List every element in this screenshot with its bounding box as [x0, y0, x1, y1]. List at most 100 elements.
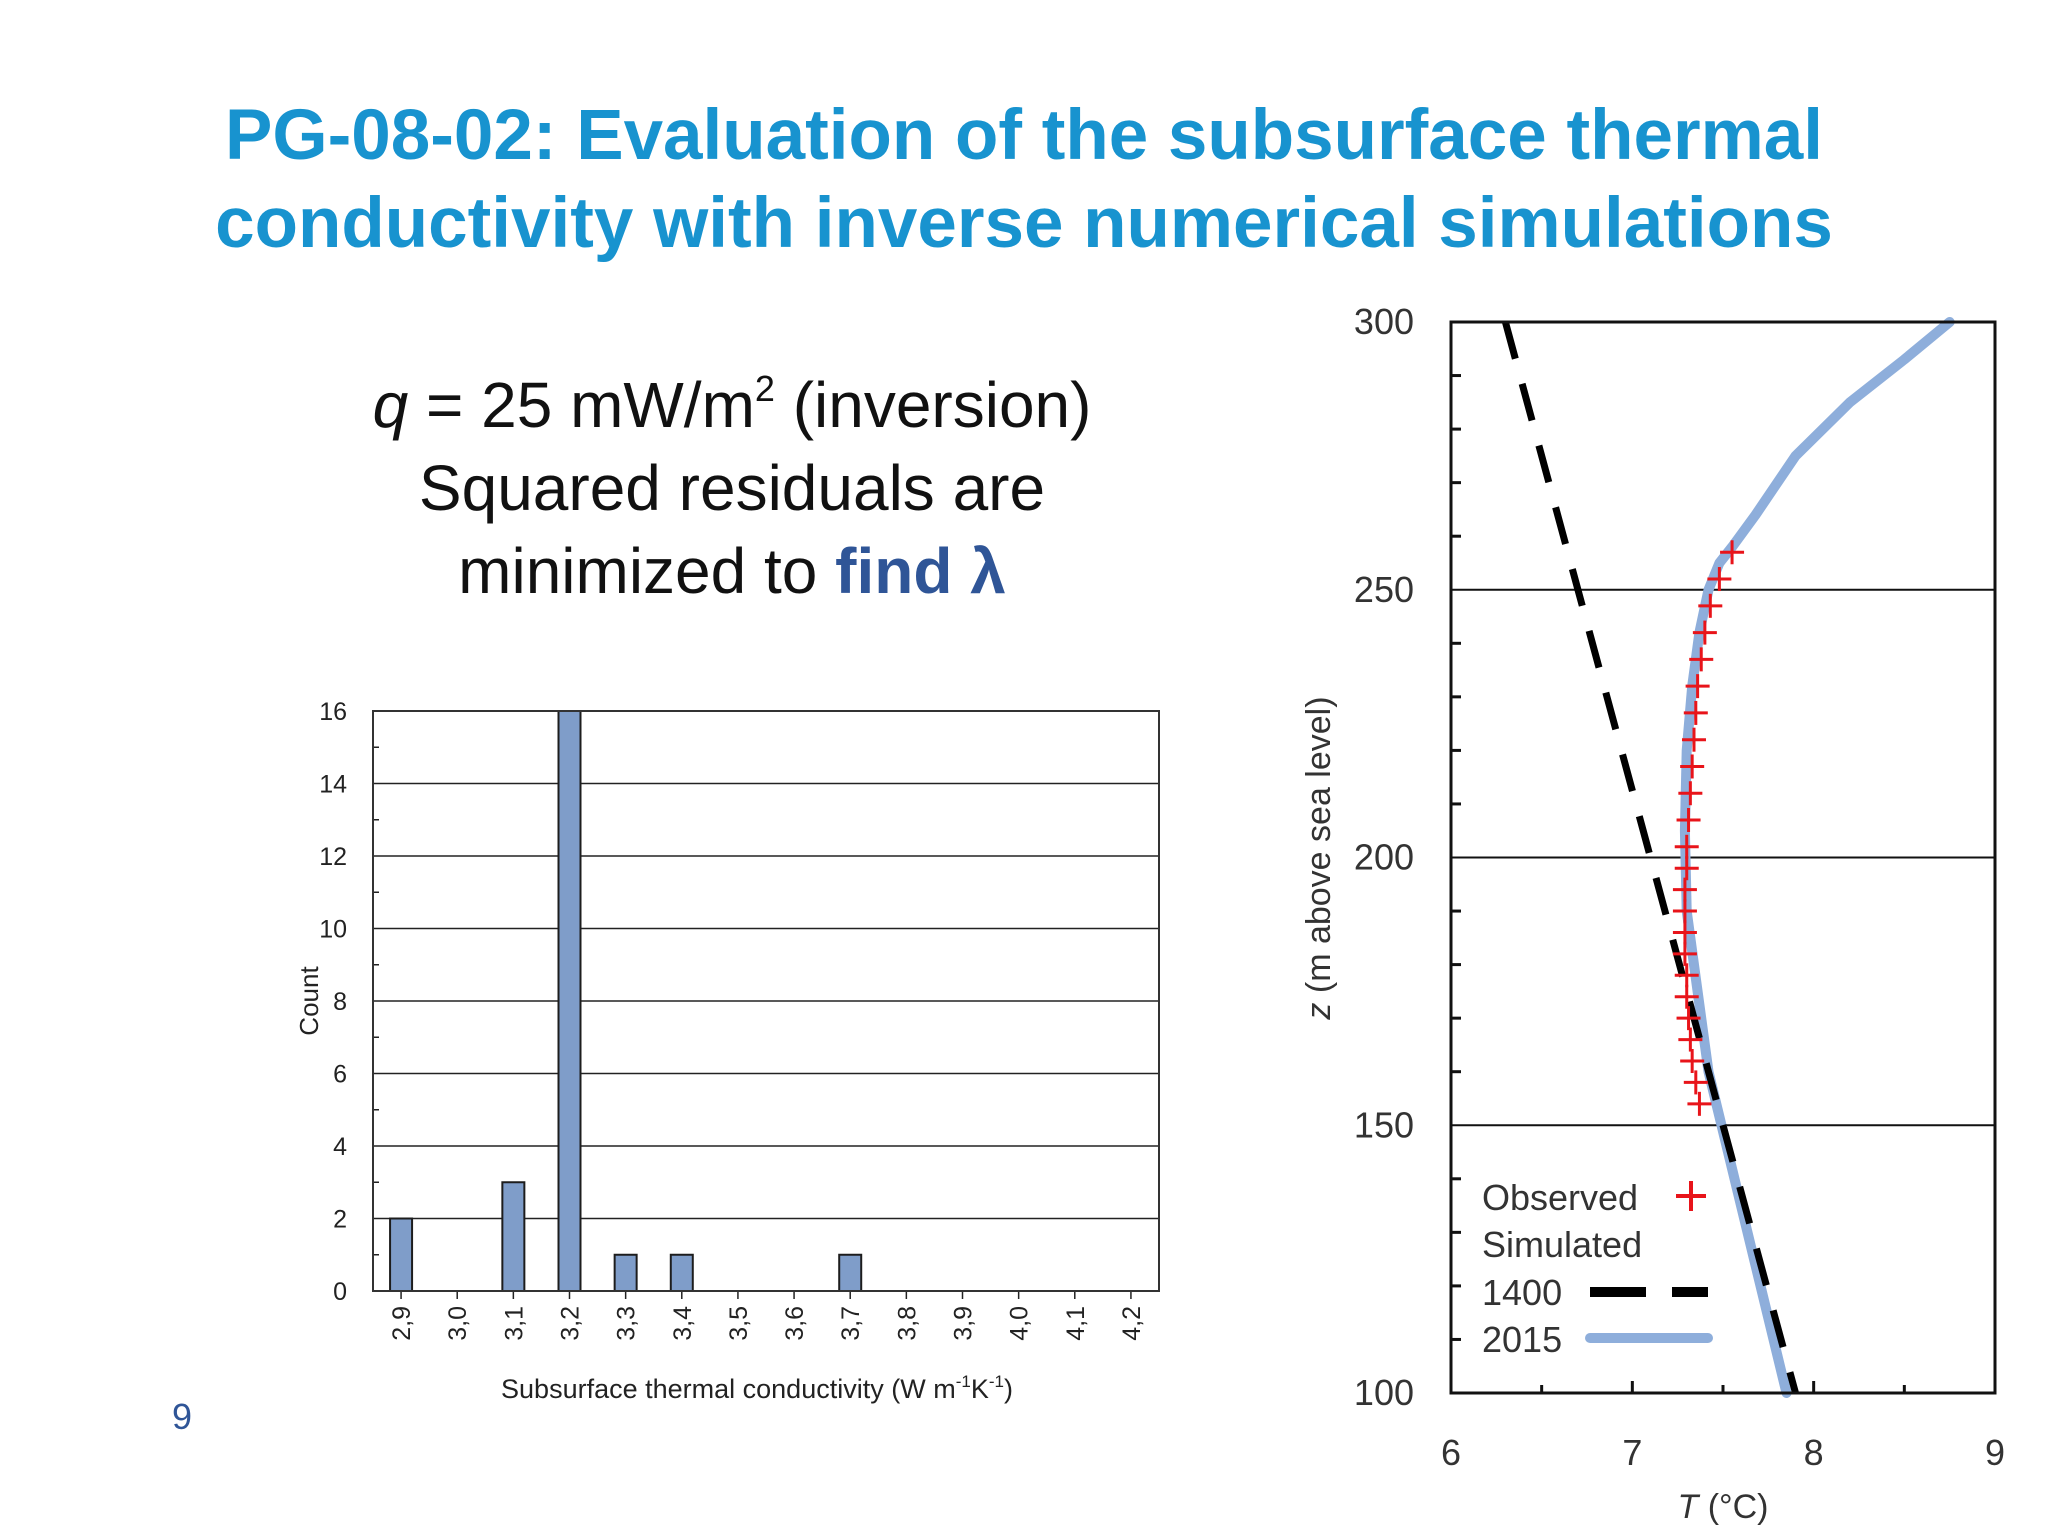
histogram-x-tick-label: 3,7: [837, 1306, 865, 1341]
profile-series: [1502, 317, 1955, 1398]
subtitle-line-2: Squared residuals are: [418, 452, 1046, 524]
observed-point: [1672, 877, 1697, 902]
histogram-x-tick-label: 3,0: [444, 1306, 472, 1341]
histogram-x-tick-label: 4,1: [1062, 1306, 1090, 1341]
slide-title-line-2: conductivity with inverse numerical simu…: [215, 184, 1833, 263]
histogram-x-axis-label-exp1: -1: [956, 1372, 971, 1391]
histogram-x-tick-label: 3,3: [613, 1306, 641, 1341]
heat-flux-symbol: q: [372, 369, 409, 441]
histogram-y-tick-label: 2: [333, 1206, 347, 1234]
histogram-x-tick-label: 3,4: [669, 1306, 697, 1341]
observed-point: [1683, 1070, 1708, 1095]
observed-point: [1674, 856, 1699, 881]
heat-flux-note: (inversion): [774, 369, 1092, 441]
legend-simulated-label: Simulated: [1482, 1224, 1642, 1265]
profile-plot-frame: [1449, 320, 1997, 1395]
histogram-x-tick-label: 4,0: [1006, 1306, 1034, 1341]
subtitle-line-3: minimized to find λ: [232, 530, 1232, 613]
observed-point: [1672, 899, 1697, 924]
subtitle-line-3-text: minimized to: [458, 535, 836, 607]
observed-point: [1676, 1006, 1701, 1031]
histogram-y-tick-label: 0: [333, 1278, 347, 1306]
profile-y-axis-var: z: [1300, 1003, 1338, 1021]
histogram-x-tick-label: 3,9: [950, 1306, 978, 1341]
histogram-y-tick-labels: 0 2 4 6 8 10 12 14 16: [319, 698, 347, 1306]
observed-point: [1674, 963, 1699, 988]
histogram-y-tick-label: 8: [333, 988, 347, 1016]
histogram-y-tick-label: 6: [333, 1061, 347, 1089]
observed-point: [1678, 781, 1703, 806]
observed-point: [1698, 593, 1723, 618]
profile-x-tick-label: 6: [1441, 1432, 1461, 1473]
profile-y-tick-label: 100: [1354, 1372, 1414, 1413]
legend-2015-label: 2015: [1482, 1319, 1562, 1360]
subtitle-line-1: q = 25 mW/m2 (inversion): [232, 364, 1232, 447]
observed-point: [1680, 754, 1705, 779]
profile-legend: Observed Simulated 1400 2015: [1482, 1177, 1713, 1360]
profile-y-tick-labels: 100 150 200 250 300: [1354, 301, 1414, 1413]
heat-flux-exponent: 2: [754, 368, 775, 409]
observed-point: [1674, 984, 1699, 1009]
observed-point: [1672, 920, 1697, 945]
histogram-y-tick-label: 16: [319, 698, 347, 726]
profile-y-tick-label: 300: [1354, 301, 1414, 342]
observed-point: [1707, 567, 1732, 592]
observed-point: [1685, 674, 1710, 699]
profile-x-axis-label: T (°C): [1677, 1488, 1768, 1526]
histogram-plot-frame: [372, 710, 1160, 1292]
histogram-gridlines: [373, 746, 1159, 1299]
series-1400-line: [1502, 321, 1799, 1394]
profile-x-axis-var: T: [1677, 1488, 1700, 1526]
profile-x-tick-label: 8: [1804, 1432, 1824, 1473]
slide-title-line-1: PG-08-02: Evaluation of the subsurface t…: [225, 96, 1823, 175]
profile-x-tick-labels: 6 7 8 9: [1441, 1432, 2005, 1473]
profile-y-axis-unit: (m above sea level): [1300, 696, 1338, 1002]
slide-title: PG-08-02: Evaluation of the subsurface t…: [0, 92, 2048, 268]
histogram-x-tick-label: 3,1: [500, 1306, 528, 1341]
histogram-y-axis-label: Count: [294, 966, 324, 1036]
observed-point: [1692, 620, 1717, 645]
profile-x-tick-label: 9: [1985, 1432, 2005, 1473]
legend-observed-label: Observed: [1482, 1177, 1638, 1218]
histogram-x-tick-label: 4,2: [1118, 1306, 1146, 1341]
histogram-y-tick-label: 14: [319, 771, 347, 799]
histogram-x-tick-labels: 2,9 3,0 3,1 3,2 3,3 3,4 3,5 3,6 3,7 3,8 3,9 4,0 4,1 4…: [388, 1306, 1146, 1341]
histogram-y-tick-label: 10: [319, 916, 347, 944]
histogram-x-axis-label-unit: K: [971, 1374, 989, 1404]
histogram-x-tick-label: 3,6: [781, 1306, 809, 1341]
observed-point: [1683, 700, 1708, 725]
histogram-x-axis-label: Subsurface thermal conductivity (W m-1K-…: [501, 1372, 1013, 1404]
histogram-x-axis-label-close: ): [1004, 1374, 1013, 1404]
observed-point: [1678, 1027, 1703, 1052]
profile-x-tick-label: 7: [1622, 1432, 1642, 1473]
histogram-x-axis-label-exp2: -1: [989, 1372, 1004, 1391]
observed-point: [1687, 1091, 1712, 1116]
subtitle-block: q = 25 mW/m2 (inversion) Squared residua…: [232, 364, 1232, 613]
legend-observed-marker: [1676, 1181, 1706, 1211]
histogram-x-axis-label-text: Subsurface thermal conductivity (W m: [501, 1374, 956, 1404]
observed-point: [1672, 941, 1697, 966]
histogram-x-tick-label: 3,5: [725, 1306, 753, 1341]
observed-point: [1676, 808, 1701, 833]
histogram-x-tick-label: 2,9: [388, 1306, 416, 1341]
histogram-x-tick-label: 3,2: [557, 1306, 585, 1341]
observed-point: [1674, 834, 1699, 859]
profile-y-axis-label: z (m above sea level): [1300, 696, 1338, 1020]
heat-flux-value: = 25 mW/m: [408, 369, 755, 441]
find-lambda-highlight: find λ: [835, 535, 1006, 607]
observed-point: [1720, 540, 1745, 565]
observed-point: [1681, 727, 1706, 752]
observed-point: [1680, 1048, 1705, 1073]
histogram-y-tick-label: 12: [319, 843, 347, 871]
profile-y-tick-label: 200: [1354, 837, 1414, 878]
observed-markers: [1672, 540, 1745, 1116]
profile-gridlines: [1451, 588, 1995, 1127]
legend-1400-label: 1400: [1482, 1272, 1562, 1313]
histogram-x-tick-label: 3,8: [893, 1306, 921, 1341]
profile-y-tick-label: 150: [1354, 1104, 1414, 1145]
series-2015-line: [1679, 317, 1955, 1398]
histogram-bars: [389, 710, 863, 1292]
profile-y-tick-label: 250: [1354, 569, 1414, 610]
